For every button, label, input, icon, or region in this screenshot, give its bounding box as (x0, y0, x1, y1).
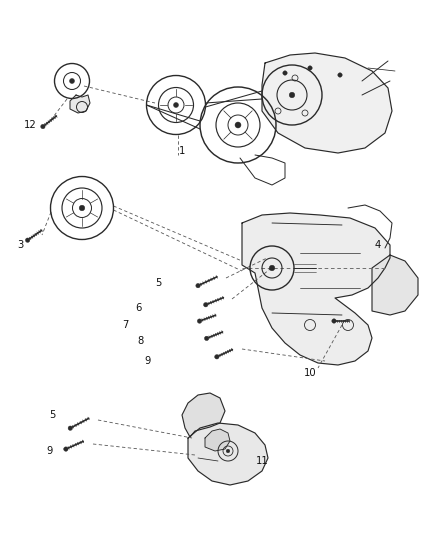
Polygon shape (205, 429, 230, 451)
Text: 11: 11 (256, 456, 268, 466)
Circle shape (308, 66, 312, 70)
Circle shape (198, 319, 202, 324)
Text: 8: 8 (137, 336, 143, 346)
Circle shape (79, 205, 85, 211)
Text: 3: 3 (17, 240, 23, 250)
Text: 7: 7 (122, 320, 128, 330)
Circle shape (173, 102, 179, 108)
Text: 5: 5 (49, 410, 55, 420)
Circle shape (235, 122, 241, 128)
Circle shape (25, 238, 30, 243)
Circle shape (204, 303, 208, 307)
Circle shape (41, 124, 45, 129)
Text: 4: 4 (375, 240, 381, 250)
Polygon shape (188, 423, 268, 485)
Circle shape (332, 319, 336, 323)
Circle shape (196, 284, 200, 288)
Polygon shape (70, 95, 90, 113)
Circle shape (205, 336, 209, 341)
Text: 10: 10 (304, 368, 316, 378)
Circle shape (338, 73, 342, 77)
Text: 9: 9 (145, 356, 151, 366)
Polygon shape (242, 213, 390, 365)
Circle shape (68, 426, 72, 430)
Text: 12: 12 (24, 120, 36, 130)
Polygon shape (262, 53, 392, 153)
Circle shape (283, 71, 287, 75)
Text: 1: 1 (179, 146, 185, 156)
Polygon shape (372, 255, 418, 315)
Circle shape (226, 449, 230, 453)
Circle shape (70, 78, 74, 84)
Polygon shape (182, 393, 225, 437)
Circle shape (269, 265, 275, 271)
Text: 9: 9 (47, 446, 53, 456)
Text: 6: 6 (135, 303, 141, 313)
Circle shape (64, 447, 68, 451)
Text: 5: 5 (155, 278, 161, 288)
Circle shape (289, 92, 295, 98)
Circle shape (215, 354, 219, 359)
